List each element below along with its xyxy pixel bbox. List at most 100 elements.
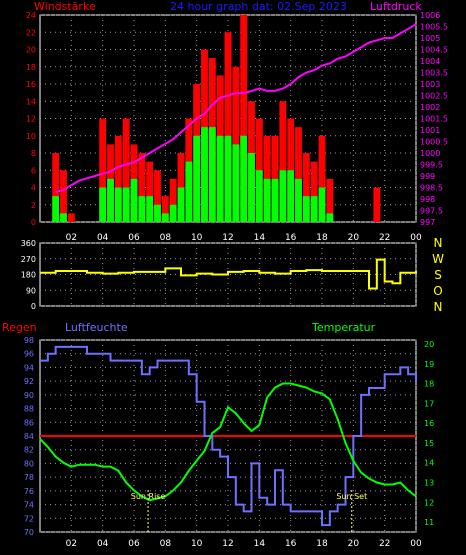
wind-y-tick-label: 18 xyxy=(26,63,36,72)
temperature-y-tick-label: 13 xyxy=(424,479,434,488)
humtemp-x-tick-label: 10 xyxy=(191,539,203,549)
temperature-y-tick-label: 12 xyxy=(424,498,434,507)
humtemp-x-tick-label: 20 xyxy=(348,539,360,549)
pressure-y-tick-label: 1005.5 xyxy=(420,23,448,32)
avg-bar xyxy=(208,127,216,222)
avg-bar xyxy=(201,127,208,222)
avg-bar xyxy=(169,204,177,222)
direction-y-tick-label: 180 xyxy=(21,271,36,280)
avg-bar xyxy=(114,187,122,222)
avg-bar xyxy=(130,178,138,222)
humidity-y-tick-label: 88 xyxy=(24,405,34,414)
temperature-y-tick-label: 18 xyxy=(424,380,434,389)
humidity-y-tick-label: 84 xyxy=(24,432,34,441)
pressure-y-tick-label: 1005 xyxy=(420,34,440,43)
humtemp-x-tick-label: 16 xyxy=(285,539,297,549)
humidity-y-tick-label: 92 xyxy=(24,377,34,386)
compass-label: O xyxy=(433,284,442,298)
avg-bar xyxy=(122,187,130,222)
pressure-y-tick-label: 999.5 xyxy=(420,161,443,170)
avg-bar xyxy=(99,187,107,222)
gust-bar xyxy=(295,127,302,222)
humidity-y-tick-label: 96 xyxy=(24,350,34,359)
wind-x-tick-label: 14 xyxy=(254,233,266,243)
humtemp-x-tick-label: 06 xyxy=(128,539,140,549)
wind-y-tick-label: 14 xyxy=(26,97,36,106)
gust-bar xyxy=(138,153,146,222)
humidity-y-tick-label: 90 xyxy=(24,391,34,400)
avg-bar xyxy=(138,196,146,222)
temperature-line xyxy=(39,382,417,502)
humidity-line xyxy=(40,345,417,527)
avg-bar xyxy=(318,187,326,222)
avg-bar xyxy=(287,170,295,222)
temperature-y-tick-label: 14 xyxy=(424,459,434,468)
pressure-y-tick-label: 1003 xyxy=(420,80,440,89)
pressure-label: Luftdruck xyxy=(370,0,422,13)
direction-y-tick-label: 0 xyxy=(31,302,36,311)
sunset-label: Sun Set xyxy=(336,492,367,501)
avg-bar xyxy=(216,135,224,222)
pressure-line xyxy=(55,23,417,194)
pressure-y-tick-label: 1000 xyxy=(420,149,440,158)
pressure-y-tick-label: 997 xyxy=(420,218,435,227)
humtemp-x-tick-label: 08 xyxy=(160,539,172,549)
humidity-y-tick-label: 98 xyxy=(24,336,34,345)
humtemp-x-tick-label: 00 xyxy=(410,539,422,549)
wind-x-tick-label: 20 xyxy=(348,233,360,243)
pressure-y-tick-label: 1001.5 xyxy=(420,115,448,124)
wind-x-tick-label: 00 xyxy=(410,233,422,243)
avg-bar xyxy=(193,135,201,222)
avg-bar xyxy=(255,170,263,222)
wind-x-tick-label: 10 xyxy=(191,233,203,243)
pressure-y-tick-label: 998 xyxy=(420,195,435,204)
avg-bar xyxy=(52,196,60,222)
gust-bar xyxy=(224,32,232,222)
humtemp-x-tick-label: 22 xyxy=(379,539,390,549)
humidity-y-tick-label: 82 xyxy=(24,446,34,455)
gust-bar xyxy=(67,213,75,222)
avg-bar xyxy=(185,161,193,222)
wind-x-tick-label: 04 xyxy=(97,233,109,243)
pressure-y-tick-label: 1002 xyxy=(420,103,440,112)
humidity-y-tick-label: 78 xyxy=(24,473,34,482)
compass-label: W xyxy=(432,252,444,266)
direction-line xyxy=(40,258,417,290)
wind-x-tick-label: 18 xyxy=(316,233,328,243)
avg-bar xyxy=(326,213,334,222)
humidity-temperature-panel: 70 72 74 76 78 80 82 84 86 88 90 92 94 96 98 11 12 13 14 15… xyxy=(24,336,434,549)
pressure-y-tick-label: 1004.5 xyxy=(420,46,448,55)
pressure-y-tick-label: 1004 xyxy=(420,57,440,66)
avg-bar xyxy=(240,135,248,222)
wind-x-tick-label: 12 xyxy=(222,233,233,243)
avg-bar xyxy=(295,178,302,222)
humtemp-x-tick-label: 02 xyxy=(66,539,77,549)
pressure-y-tick-label: 1006 xyxy=(420,11,440,20)
gust-bar xyxy=(169,178,177,222)
gust-bar xyxy=(146,161,154,222)
wind-y-tick-label: 8 xyxy=(31,149,36,158)
temperature-y-tick-label: 11 xyxy=(424,518,434,527)
humidity-y-tick-label: 74 xyxy=(24,501,34,510)
humtemp-x-tick-label: 18 xyxy=(316,539,328,549)
wind-y-tick-label: 6 xyxy=(31,166,36,175)
wind-y-tick-label: 24 xyxy=(26,11,36,20)
wind-y-tick-label: 22 xyxy=(26,28,36,37)
temperature-y-tick-label: 19 xyxy=(424,360,434,369)
avg-bar xyxy=(177,187,185,222)
humidity-label: Luftfeuchte xyxy=(65,321,128,334)
direction-y-tick-label: 90 xyxy=(26,286,36,295)
wind-y-tick-label: 20 xyxy=(26,46,36,55)
gust-bar xyxy=(154,170,161,222)
sunrise-label: Sun Rise xyxy=(131,492,166,501)
gust-bar xyxy=(310,161,318,222)
humidity-y-tick-label: 86 xyxy=(24,418,34,427)
humtemp-x-tick-label: 12 xyxy=(222,539,233,549)
humidity-y-tick-label: 94 xyxy=(24,363,34,372)
temperature-label: Temperatur xyxy=(311,321,376,334)
rain-label: Regen xyxy=(2,321,37,334)
gust-bar xyxy=(60,170,67,222)
pressure-y-tick-label: 999 xyxy=(420,172,435,181)
